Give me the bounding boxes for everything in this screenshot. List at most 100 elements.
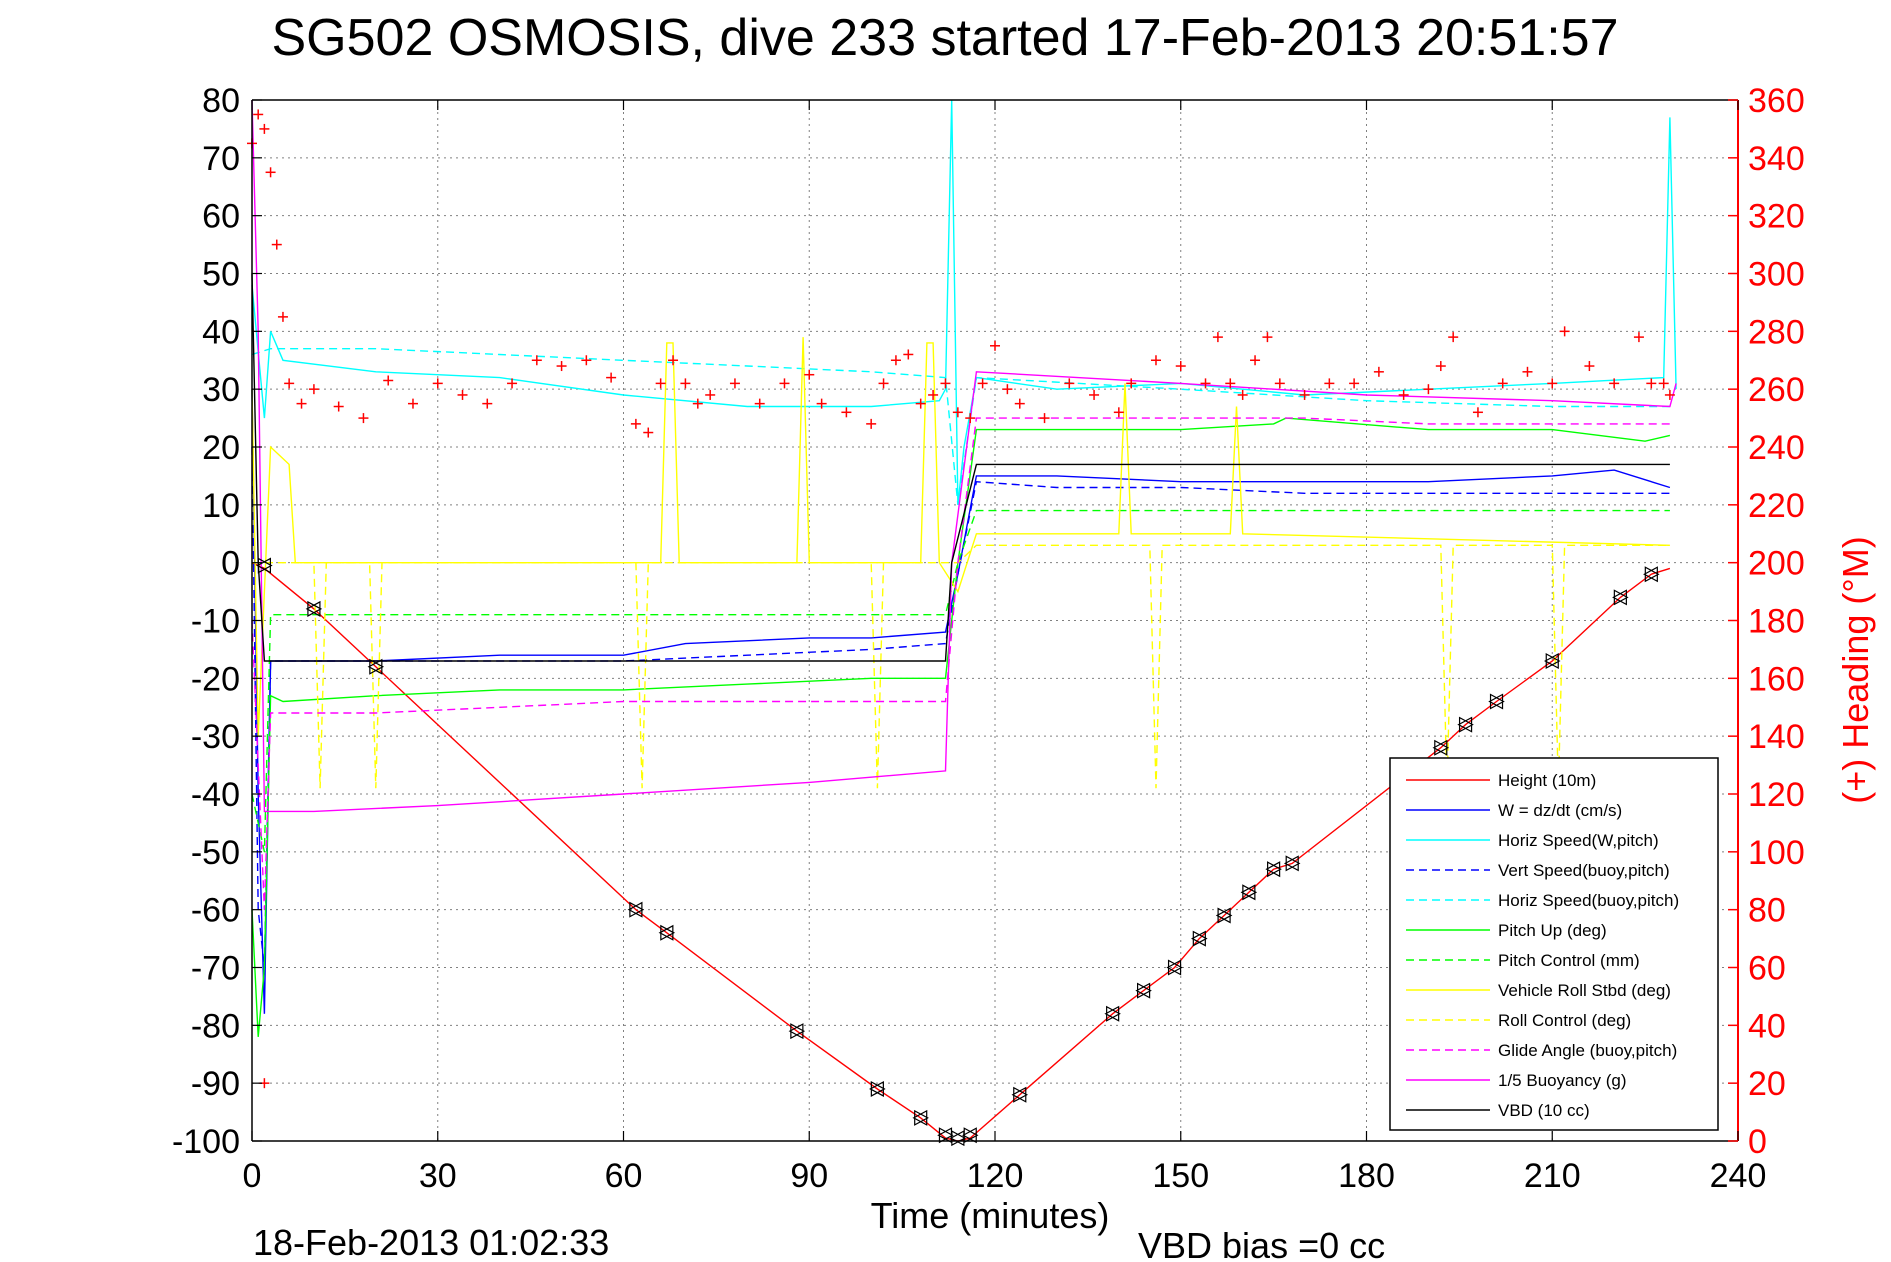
dive-marker	[1643, 566, 1660, 583]
y-tick-label: 50	[202, 256, 240, 294]
heading-point	[265, 167, 276, 178]
heading-point	[1398, 389, 1409, 400]
heading-point	[1237, 389, 1248, 400]
series-group	[251, 99, 1677, 1142]
legend-label: Height (10m)	[1498, 771, 1596, 790]
chart-title: SG502 OSMOSIS, dive 233 started 17-Feb-2…	[271, 9, 1618, 67]
heading-point	[1299, 389, 1310, 400]
y-tick-label: -90	[191, 1065, 240, 1103]
heading-point	[915, 398, 926, 409]
series-line-9	[251, 417, 1670, 910]
y-tick-label: 10	[202, 487, 240, 525]
heading-point	[643, 427, 654, 438]
legend-entry: Height (10m)	[1406, 771, 1596, 790]
heading-point	[668, 355, 679, 366]
heading-point	[940, 378, 951, 389]
dive-marker	[869, 1080, 886, 1097]
legend-label: Pitch Up (deg)	[1498, 921, 1607, 940]
heading-point	[804, 369, 815, 380]
dive-markers	[256, 557, 1660, 1147]
legend-label: Glide Angle (buoy,pitch)	[1498, 1041, 1677, 1060]
dive-marker	[1191, 930, 1208, 947]
y-tick-label: 0	[221, 545, 240, 583]
heading-point	[1497, 378, 1508, 389]
dive-marker	[367, 658, 385, 675]
heading-point	[952, 407, 963, 418]
series-line-2	[251, 99, 1677, 505]
heading-point	[531, 355, 542, 366]
heading-point	[1212, 332, 1223, 343]
legend-entry: Vehicle Roll Stbd (deg)	[1406, 981, 1671, 1000]
heading-tick-label: 120	[1748, 776, 1805, 814]
heading-point	[1113, 407, 1124, 418]
heading-point	[1324, 378, 1335, 389]
x-tick-label: 90	[790, 1157, 828, 1195]
y-tick-label: -60	[191, 892, 240, 930]
heading-point	[680, 378, 691, 389]
y-tick-label: 70	[202, 140, 240, 178]
series-line-10	[251, 99, 1677, 813]
heading-point	[705, 389, 716, 400]
heading-point	[1274, 378, 1285, 389]
heading-point	[507, 378, 518, 389]
dive-marker	[788, 1023, 806, 1040]
dive-marker	[1011, 1086, 1029, 1103]
heading-point	[1522, 366, 1533, 377]
legend-label: Pitch Control (mm)	[1498, 951, 1640, 970]
heading-point	[1664, 389, 1675, 400]
heading-point	[383, 375, 394, 386]
dive-marker	[1104, 1005, 1121, 1022]
y-tick-label: 30	[202, 371, 240, 409]
legend-entry: 1/5 Buoyancy (g)	[1406, 1071, 1627, 1090]
legend-label: Vehicle Roll Stbd (deg)	[1498, 981, 1671, 1000]
legend-entry: Roll Control (deg)	[1406, 1011, 1631, 1030]
heading-tick-label: 360	[1748, 82, 1805, 120]
legend-entry: Pitch Up (deg)	[1406, 921, 1607, 940]
heading-tick-label: 280	[1748, 313, 1805, 351]
legend-entry: Vert Speed(buoy,pitch)	[1406, 861, 1670, 880]
heading-point	[581, 355, 592, 366]
dive-marker	[658, 924, 676, 941]
heading-tick-label: 340	[1748, 140, 1805, 178]
dive-marker	[1612, 589, 1629, 606]
legend-label: VBD (10 cc)	[1498, 1101, 1590, 1120]
heading-tick-label: 320	[1748, 198, 1805, 236]
heading-tick-label: 80	[1748, 892, 1786, 930]
y-tick-label: -20	[191, 660, 240, 698]
dive-marker	[1166, 959, 1183, 976]
heading-point	[977, 378, 988, 389]
heading-tick-label: 100	[1748, 834, 1805, 872]
heading-point	[1262, 332, 1273, 343]
heading-point	[630, 418, 641, 429]
heading-point	[890, 355, 901, 366]
y-tick-label: -80	[191, 1007, 240, 1045]
axes: 0 30 60 90 120 150 180 210 24080706050403020100-…	[172, 82, 1805, 1195]
heading-tick-label: 220	[1748, 487, 1805, 525]
legend-entry: Horiz Speed(W,pitch)	[1406, 831, 1659, 850]
y-tick-label: -100	[172, 1123, 240, 1161]
heading-point	[866, 418, 877, 429]
x-tick-label: 180	[1338, 1157, 1395, 1195]
heading-point	[903, 349, 914, 360]
x-tick-label: 0	[243, 1157, 262, 1195]
legend-label: Vert Speed(buoy,pitch)	[1498, 861, 1670, 880]
heading-point	[1559, 326, 1570, 337]
heading-point	[432, 378, 443, 389]
legend-label: 1/5 Buoyancy (g)	[1498, 1071, 1627, 1090]
legend-label: Roll Control (deg)	[1498, 1011, 1631, 1030]
series-line-6	[251, 509, 1670, 852]
legend-box	[1389, 757, 1719, 1131]
heading-point	[878, 378, 889, 389]
footer-timestamp: 18-Feb-2013 01:02:33	[253, 1222, 609, 1262]
dive-marker	[912, 1109, 929, 1126]
legend-entry: Glide Angle (buoy,pitch)	[1406, 1041, 1677, 1060]
dive-marker	[1215, 907, 1233, 924]
heading-point	[1126, 378, 1137, 389]
heading-point	[253, 109, 264, 120]
y-tick-label: -10	[191, 603, 240, 641]
dive-marker	[1457, 716, 1474, 733]
heading-point	[779, 378, 790, 389]
heading-point	[990, 340, 1000, 351]
dive-marker	[961, 1127, 979, 1144]
